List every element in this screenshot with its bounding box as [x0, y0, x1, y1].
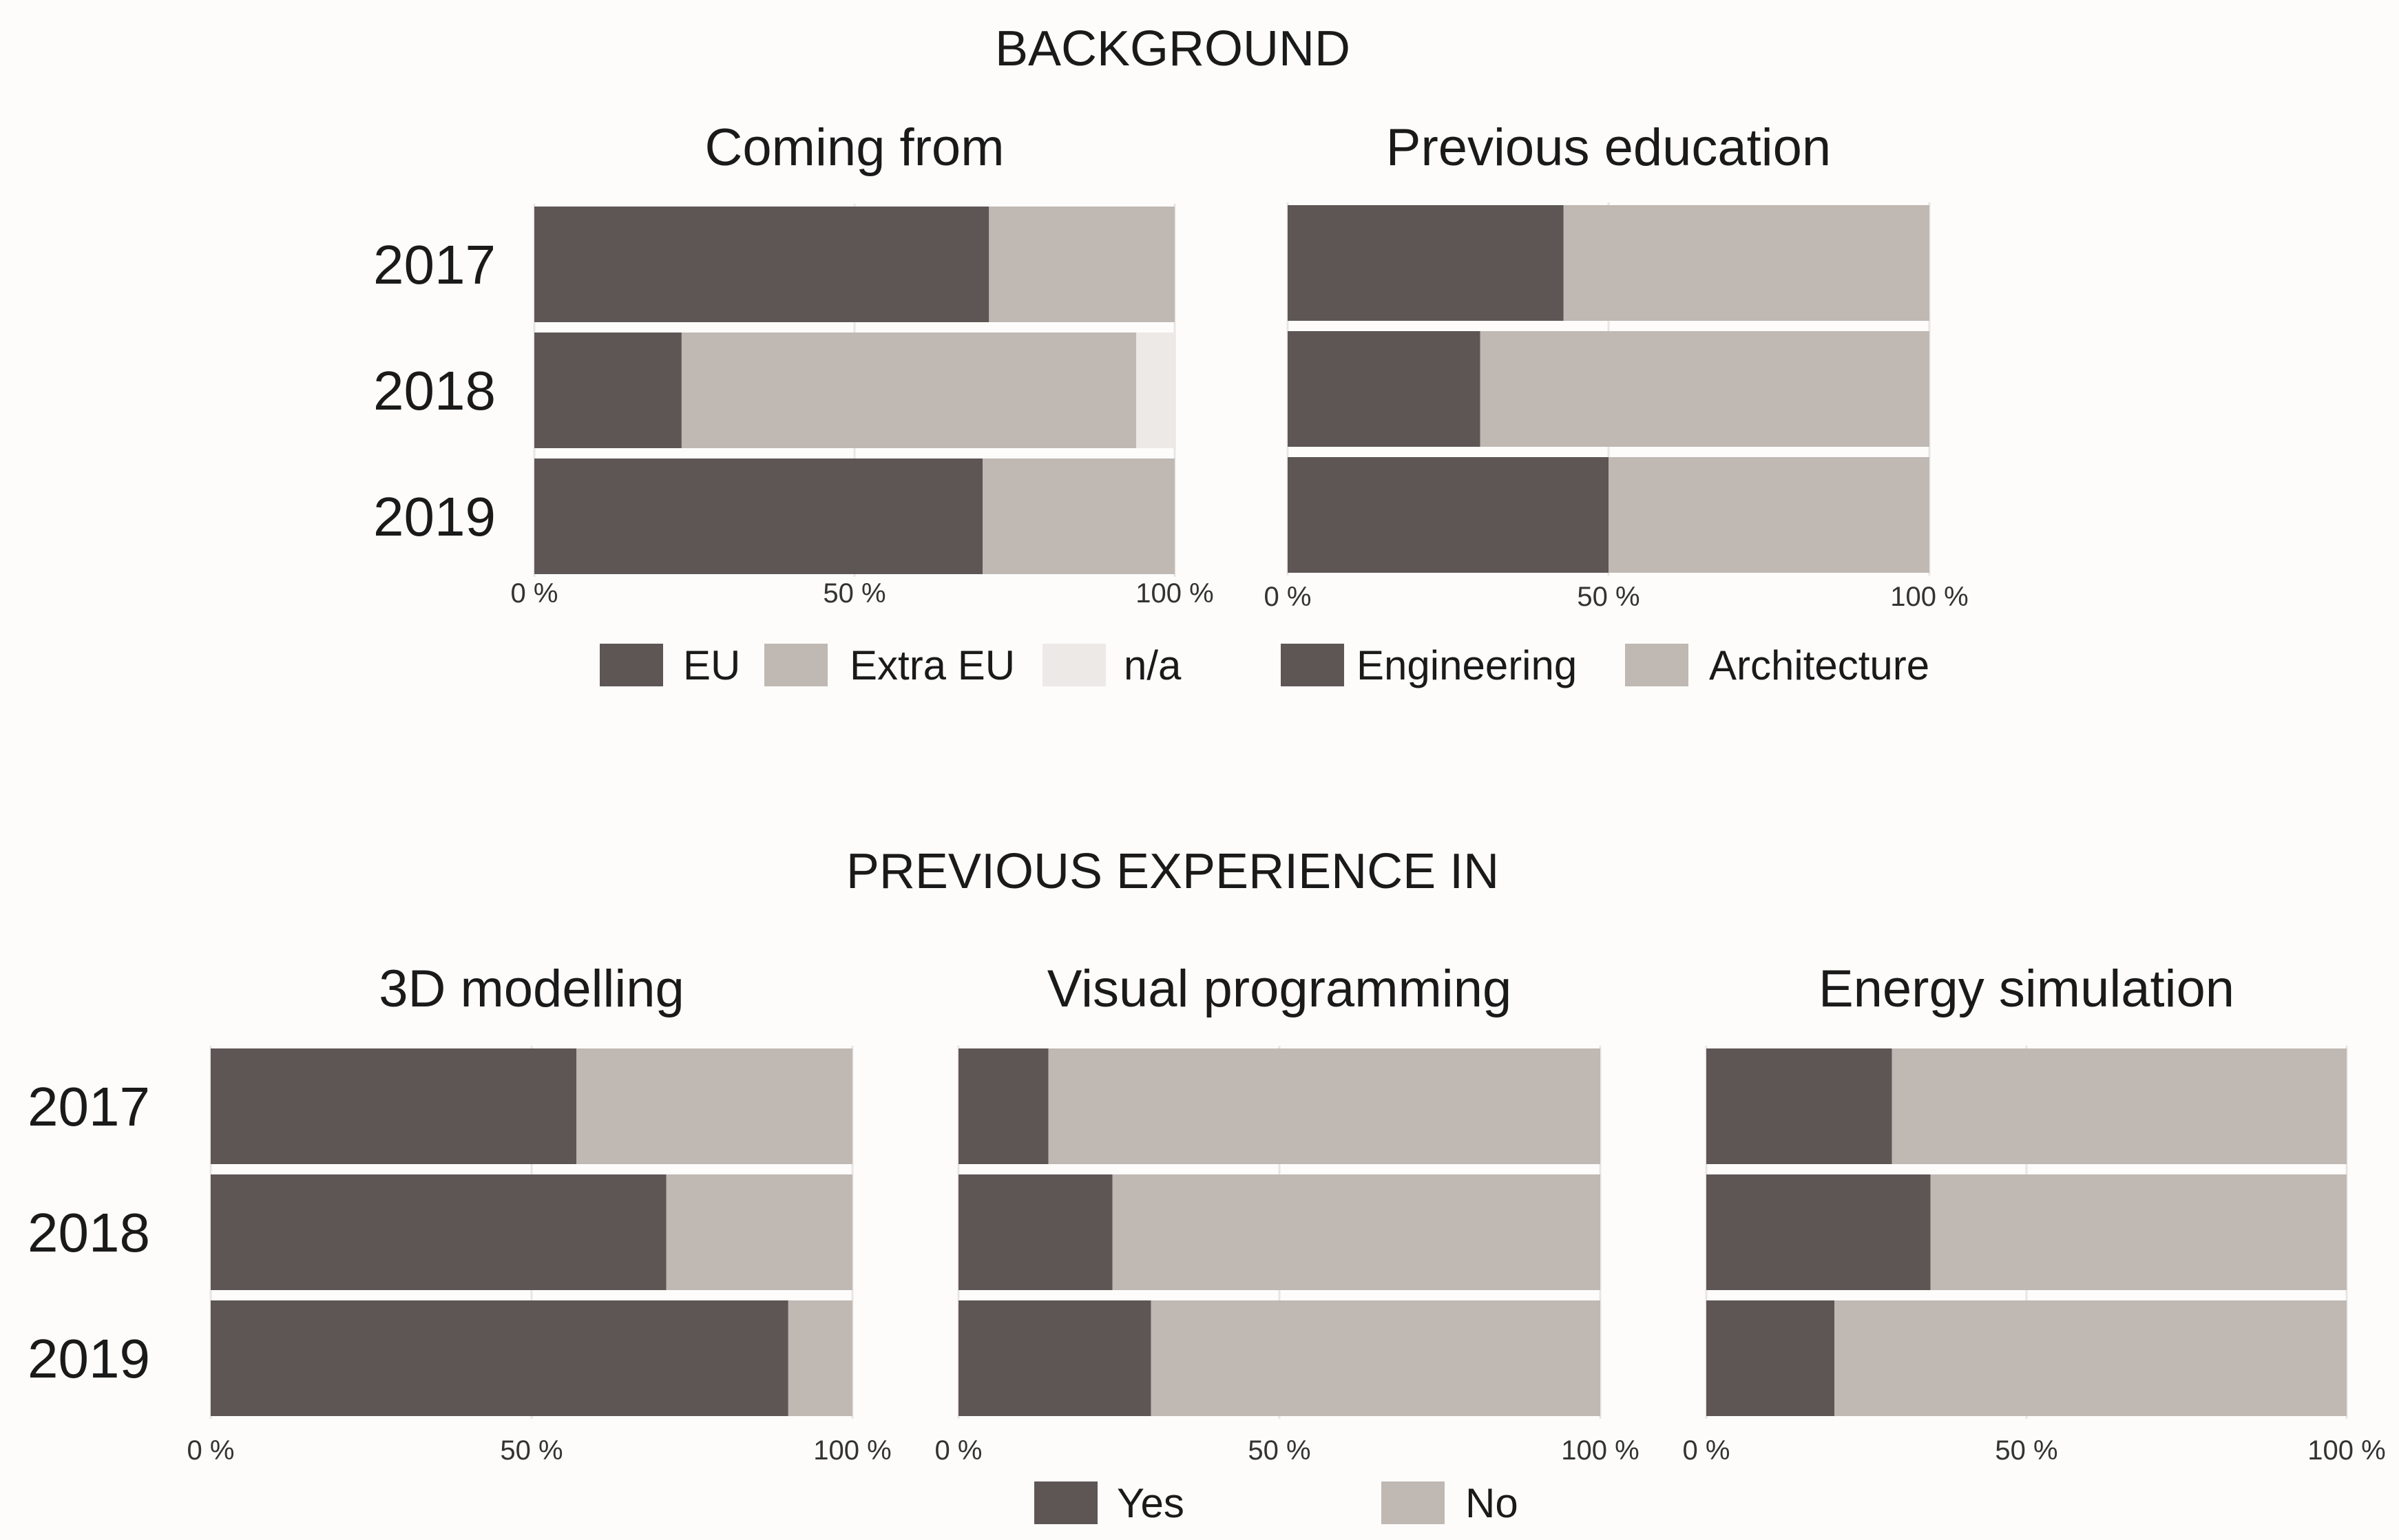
bar-3d-modelling-2019-no — [788, 1300, 852, 1416]
panel-3d-modelling: 3D modelling 2017 2018 2019 0 % 50 % 100 % — [28, 960, 892, 1466]
bar-previous-education-2019-architecture — [1609, 457, 1929, 573]
bar-3d-modelling-2018-no — [666, 1174, 852, 1290]
x-tick-label: 100 % — [813, 1435, 891, 1466]
bar-energy-simulation-2019-yes — [1706, 1300, 1834, 1416]
legend-swatch-extra-eu — [764, 644, 828, 686]
panel-title-previous-education: Previous education — [1386, 118, 1831, 177]
bar-visual-programming-2019-yes — [958, 1300, 1151, 1416]
bar-visual-programming-2017-yes — [958, 1048, 1049, 1164]
legend-coming-from: EU Extra EU n/a — [600, 642, 1182, 688]
bar-3d-modelling-2018-yes — [211, 1174, 667, 1290]
bar-energy-simulation-2017-yes — [1706, 1048, 1892, 1164]
bar-coming-from-2019-extra-eu — [983, 458, 1175, 574]
x-tick-label: 0 % — [1264, 582, 1312, 612]
bar-3d-modelling-2017-yes — [211, 1048, 577, 1164]
x-tick-label: 50 % — [1248, 1435, 1310, 1466]
bar-previous-education-2019-engineering — [1288, 457, 1609, 573]
legend-label-architecture: Architecture — [1709, 642, 1929, 688]
legend-label-engineering: Engineering — [1356, 642, 1577, 688]
section-title-background: BACKGROUND — [995, 21, 1350, 76]
legend-swatch-architecture — [1625, 644, 1688, 686]
bar-energy-simulation-2019-no — [1834, 1300, 2347, 1416]
legend-swatch-yes — [1034, 1481, 1098, 1524]
x-tick-label: 0 % — [511, 578, 558, 609]
bar-coming-from-2018-extra-eu — [681, 333, 1137, 448]
bar-previous-education-2018-engineering — [1288, 331, 1480, 447]
panel-energy-simulation: Energy simulation 0 % 50 % 100 % — [1683, 960, 2386, 1466]
bar-energy-simulation-2018-yes — [1706, 1174, 1931, 1290]
year-label-2018: 2018 — [373, 360, 496, 421]
x-tick-label: 0 % — [187, 1435, 235, 1466]
legend-label-yes: Yes — [1117, 1480, 1184, 1526]
bar-previous-education-2018-architecture — [1480, 331, 1929, 447]
bar-coming-from-2017-eu — [534, 207, 989, 322]
bar-previous-education-2017-architecture — [1563, 205, 1929, 321]
x-tick-label: 0 % — [935, 1435, 983, 1466]
bar-previous-education-2017-engineering — [1288, 205, 1564, 321]
x-tick-label: 50 % — [1995, 1435, 2057, 1466]
legend-label-no: No — [1465, 1480, 1518, 1526]
x-tick-label: 100 % — [1561, 1435, 1639, 1466]
legend-swatch-n-a — [1043, 644, 1106, 686]
legend-label-extra-eu: Extra EU — [850, 642, 1015, 688]
year-label-2017: 2017 — [373, 234, 496, 295]
x-tick-label: 100 % — [1135, 578, 1213, 609]
year-label-2017: 2017 — [28, 1076, 150, 1137]
bar-3d-modelling-2017-no — [576, 1048, 852, 1164]
legend-label-eu: EU — [683, 642, 740, 688]
bar-3d-modelling-2019-yes — [211, 1300, 788, 1416]
x-tick-label: 50 % — [500, 1435, 563, 1466]
legend-swatch-engineering — [1281, 644, 1344, 686]
x-tick-label: 100 % — [1890, 582, 1968, 612]
panel-title-visual-programming: Visual programming — [1047, 960, 1511, 1018]
bar-coming-from-2019-eu — [534, 458, 983, 574]
year-label-2018: 2018 — [28, 1202, 150, 1263]
bar-visual-programming-2019-no — [1151, 1300, 1600, 1416]
bar-visual-programming-2017-no — [1048, 1048, 1600, 1164]
legend-energy-simulation: Yes No — [1034, 1480, 1518, 1526]
section-title-experience: PREVIOUS EXPERIENCE IN — [846, 844, 1499, 899]
x-tick-label: 100 % — [2307, 1435, 2385, 1466]
x-tick-label: 0 % — [1683, 1435, 1730, 1466]
bar-visual-programming-2018-yes — [958, 1174, 1113, 1290]
panel-previous-education: Previous education 0 % 50 % 100 % — [1264, 118, 1969, 612]
x-tick-label: 50 % — [823, 578, 886, 609]
bar-coming-from-2018-eu — [534, 333, 682, 448]
bar-energy-simulation-2017-no — [1892, 1048, 2347, 1164]
bar-coming-from-2018-n-a — [1136, 333, 1175, 448]
legend-label-n-a: n/a — [1124, 642, 1182, 688]
year-label-2019: 2019 — [28, 1328, 150, 1389]
panel-title-coming-from: Coming from — [705, 118, 1005, 177]
panel-title-energy-simulation: Energy simulation — [1819, 960, 2234, 1018]
panel-title-3d-modelling: 3D modelling — [379, 960, 684, 1018]
bar-energy-simulation-2018-no — [1930, 1174, 2347, 1290]
bar-visual-programming-2018-no — [1112, 1174, 1600, 1290]
legend-swatch-eu — [600, 644, 663, 686]
x-tick-label: 50 % — [1577, 582, 1640, 612]
legend-previous-education: Engineering Architecture — [1281, 642, 1929, 688]
bar-coming-from-2017-extra-eu — [989, 207, 1175, 322]
legend-swatch-no — [1381, 1481, 1445, 1524]
year-label-2019: 2019 — [373, 486, 496, 547]
panel-visual-programming: Visual programming 0 % 50 % 100 % — [935, 960, 1640, 1466]
panel-coming-from: Coming from 2017 2018 2019 0 % 50 % 100 % — [373, 118, 1214, 609]
